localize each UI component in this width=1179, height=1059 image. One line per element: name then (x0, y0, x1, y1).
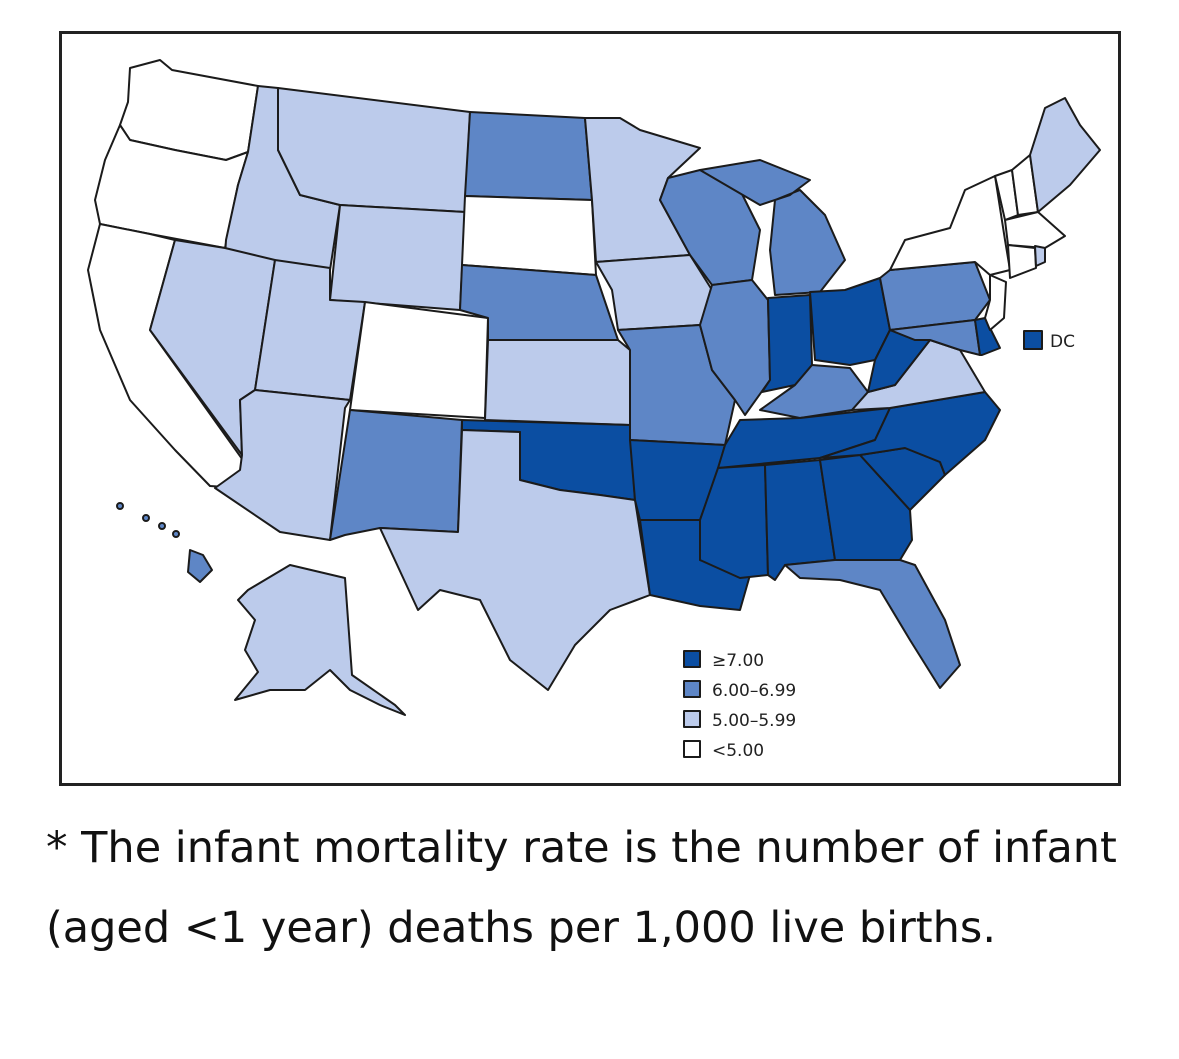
legend-swatch-6-699 (683, 680, 701, 698)
legend-swatch-lt5 (683, 740, 701, 758)
state-arizona (214, 389, 351, 541)
map-frame: DC ≥7.00 6.00–6.99 5.00–5.99 <5.00 (59, 31, 1121, 786)
state-massachusetts (1004, 211, 1066, 249)
state-michigan (699, 159, 846, 296)
infant-mortality-map: DC ≥7.00 6.00–6.99 5.00–5.99 <5.00 (87, 59, 1101, 761)
state-wyoming (329, 204, 466, 311)
dc-marker (1023, 330, 1043, 350)
map-legend: ≥7.00 6.00–6.99 5.00–5.99 <5.00 (683, 650, 796, 761)
state-rhode-island (1034, 245, 1046, 267)
state-montana (277, 87, 471, 213)
state-kansas (484, 339, 631, 426)
state-new-york (889, 175, 1011, 276)
state-new-jersey (984, 274, 1007, 331)
legend-swatch-ge7 (683, 650, 701, 668)
legend-label-ge7: ≥7.00 (712, 651, 764, 671)
state-maine (1029, 97, 1101, 213)
legend-label-6-699: 6.00–6.99 (712, 681, 796, 701)
state-colorado (349, 301, 489, 419)
legend-swatch-5-599 (683, 710, 701, 728)
state-new-mexico (329, 409, 463, 541)
legend-label-5-599: 5.00–5.99 (712, 711, 796, 731)
state-delaware (974, 317, 1001, 356)
state-iowa (595, 254, 713, 331)
state-illinois (699, 279, 771, 416)
state-alaska (234, 564, 406, 716)
dc-label: DC (1050, 332, 1075, 352)
legend-label-lt5: <5.00 (712, 741, 764, 761)
state-south-dakota (461, 195, 597, 276)
state-connecticut (1007, 244, 1037, 279)
state-texas (379, 429, 651, 691)
state-north-dakota (464, 111, 593, 201)
state-hawaii (116, 502, 213, 583)
footnote-caption: * The infant mortality rate is the numbe… (46, 823, 1117, 953)
state-florida (784, 559, 961, 689)
